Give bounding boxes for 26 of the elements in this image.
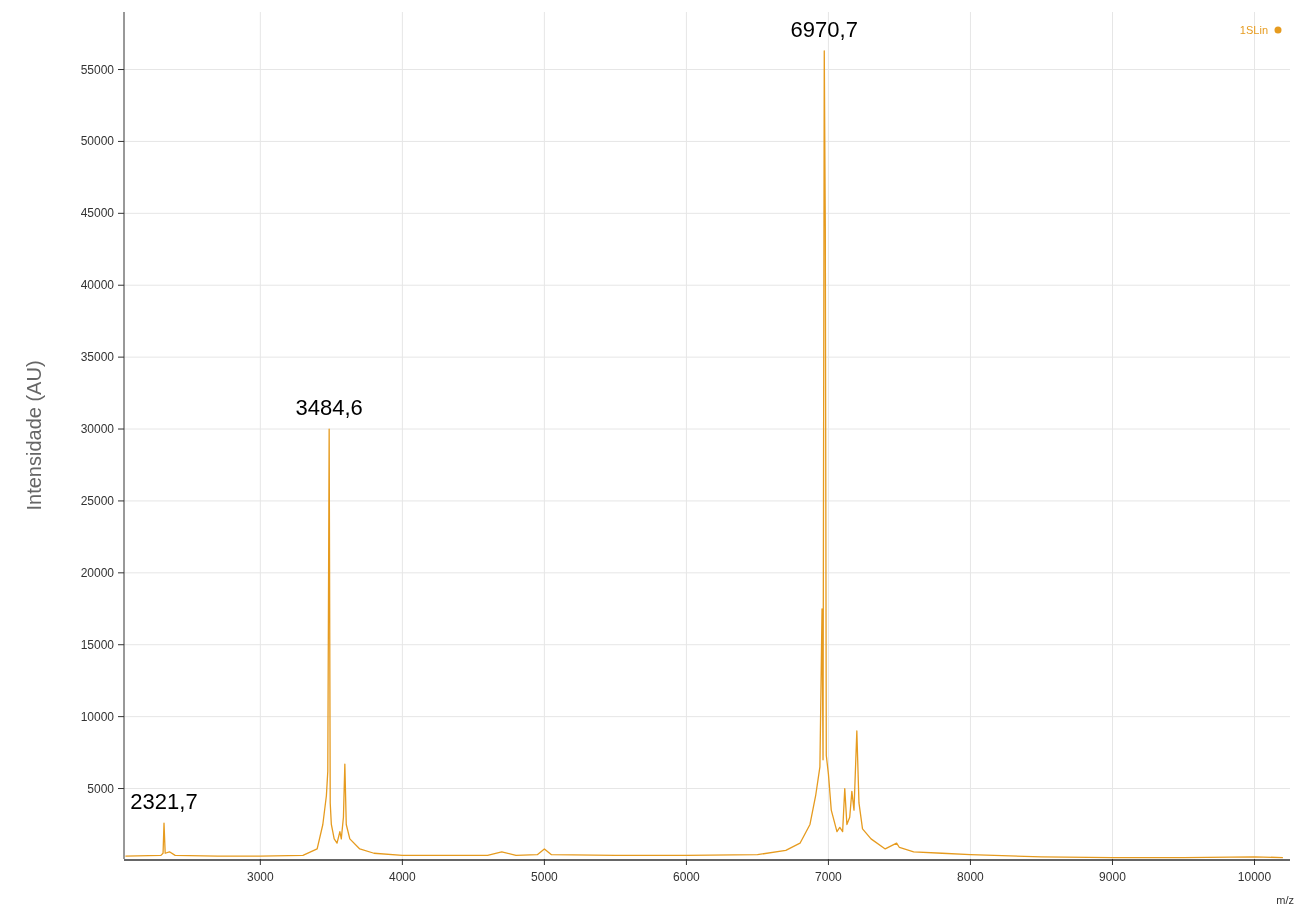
y-tick-label: 25000	[80, 493, 115, 508]
annotation: 2321,7	[130, 789, 198, 815]
x-tick-label: 4000	[389, 870, 417, 884]
y-tick-label: 45000	[80, 206, 115, 221]
x-tick-label: 10000	[1237, 870, 1272, 884]
x-tick-label: 9000	[1099, 870, 1127, 884]
x-axis-title: m/z	[1276, 894, 1294, 906]
x-tick-label: 6000	[673, 870, 701, 884]
y-tick-label: 10000	[80, 709, 115, 724]
legend-label: 1SLin	[1239, 24, 1268, 36]
y-tick-label: 5000	[87, 781, 115, 796]
y-tick-label: 55000	[80, 62, 115, 77]
annotation: 3484,6	[295, 395, 363, 421]
y-tick-label: 50000	[80, 134, 115, 149]
x-tick-label: 3000	[246, 870, 275, 884]
y-tick-label: 20000	[80, 565, 115, 580]
x-tick-label: 7000	[815, 870, 843, 884]
line-series	[124, 50, 1284, 859]
y-tick-label: 15000	[80, 637, 115, 652]
y-axis-title: Intensidade (AU)	[23, 360, 45, 511]
y-tick-label: 35000	[80, 350, 115, 365]
x-tick-label: 8000	[957, 870, 985, 884]
y-tick-label: 40000	[80, 278, 115, 293]
annotation: 6970,7	[790, 16, 858, 42]
y-tick-label: 30000	[80, 422, 115, 437]
x-tick-label: 5000	[531, 870, 559, 884]
